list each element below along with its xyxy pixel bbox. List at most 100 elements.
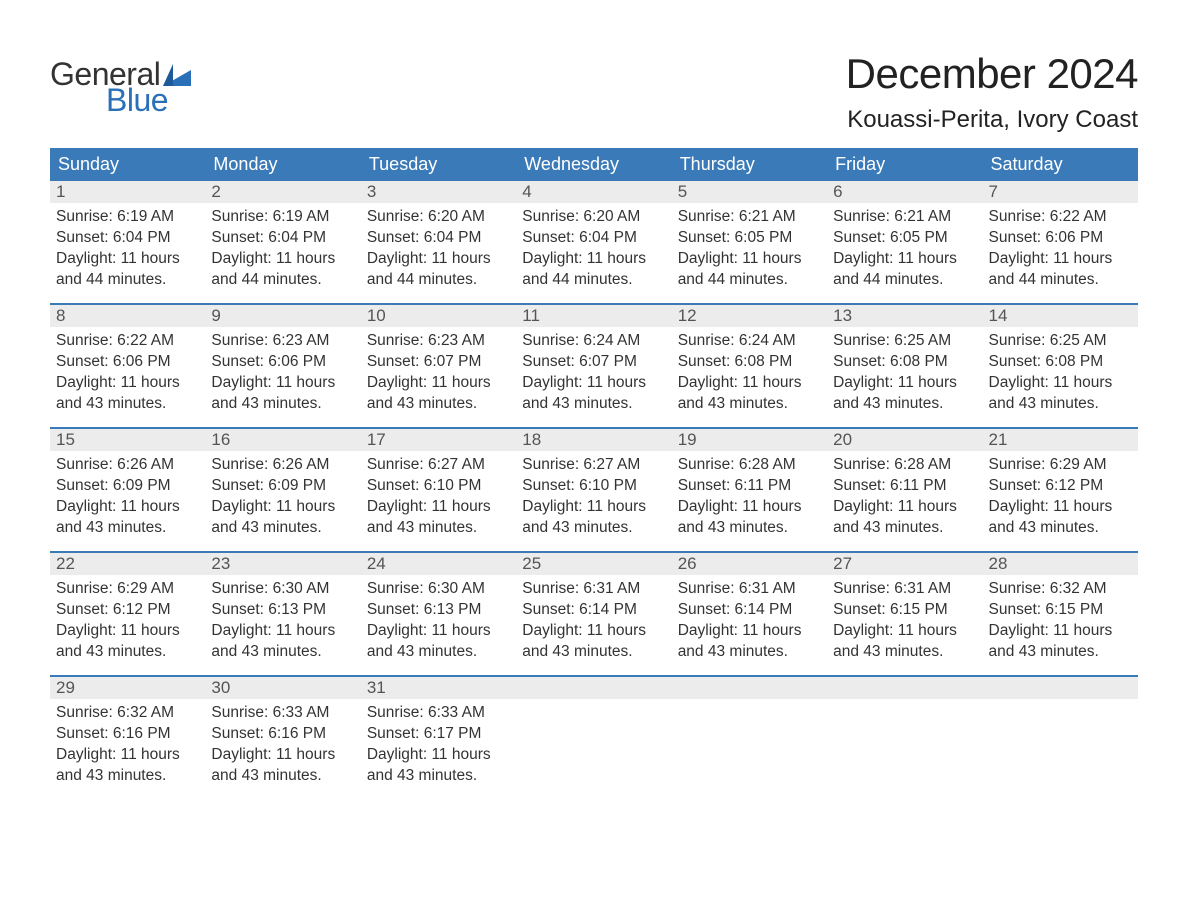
- calendar-header-cell: Wednesday: [516, 148, 671, 181]
- daylight-line: Daylight: 11 hours and 44 minutes.: [678, 249, 821, 291]
- day-number: 29: [50, 677, 205, 699]
- sunset-line: Sunset: 6:11 PM: [678, 476, 821, 497]
- day-number: 18: [516, 429, 671, 451]
- sunrise-line: Sunrise: 6:19 AM: [211, 207, 354, 228]
- day-number: 25: [516, 553, 671, 575]
- calendar-day-cell: 25 Sunrise: 6:31 AMSunset: 6:14 PMDayligh…: [516, 553, 671, 675]
- calendar-day-cell: 17Sunrise: 6:27 AMSunset: 6:10 PMDayligh…: [361, 429, 516, 551]
- daylight-line: Daylight: 11 hours and 44 minutes.: [522, 249, 665, 291]
- day-number: 30: [205, 677, 360, 699]
- day-body: Sunrise: 6:32 AMSunset: 6:15 PMDaylight:…: [983, 579, 1138, 663]
- daylight-line: Daylight: 11 hours and 43 minutes.: [522, 621, 665, 663]
- day-number: 26: [672, 553, 827, 575]
- sunrise-line: Sunrise: 6:27 AM: [367, 455, 510, 476]
- day-number: 5: [672, 181, 827, 203]
- sunrise-line: Sunrise: 6:31 AM: [522, 579, 665, 600]
- daylight-line: Daylight: 11 hours and 43 minutes.: [367, 373, 510, 415]
- location-subtitle: Kouassi-Perita, Ivory Coast: [846, 106, 1138, 134]
- daylight-line: Daylight: 11 hours and 43 minutes.: [678, 497, 821, 539]
- sunset-line: Sunset: 6:16 PM: [56, 724, 199, 745]
- calendar-day-cell: 1Sunrise: 6:19 AMSunset: 6:04 PMDaylight…: [50, 181, 205, 303]
- calendar-day-cell: 12Sunrise: 6:24 AMSunset: 6:08 PMDayligh…: [672, 305, 827, 427]
- daylight-line: Daylight: 11 hours and 43 minutes.: [522, 497, 665, 539]
- calendar-day-cell: 21 Sunrise: 6:29 AMSunset: 6:12 PMDayligh…: [983, 429, 1138, 551]
- day-number: 27: [827, 553, 982, 575]
- sunset-line: Sunset: 6:17 PM: [367, 724, 510, 745]
- calendar-day-cell: 27 Sunrise: 6:31 AMSunset: 6:15 PMDayligh…: [827, 553, 982, 675]
- sunset-line: Sunset: 6:15 PM: [989, 600, 1132, 621]
- sunset-line: Sunset: 6:15 PM: [833, 600, 976, 621]
- calendar-day-cell: 9Sunrise: 6:23 AMSunset: 6:06 PMDaylight…: [205, 305, 360, 427]
- calendar-day-cell: .: [827, 677, 982, 799]
- daylight-line: Daylight: 11 hours and 43 minutes.: [989, 373, 1132, 415]
- page-title: December 2024: [846, 50, 1138, 98]
- daylight-line: Daylight: 11 hours and 43 minutes.: [211, 621, 354, 663]
- calendar-day-cell: 5Sunrise: 6:21 AMSunset: 6:05 PMDaylight…: [672, 181, 827, 303]
- daylight-line: Daylight: 11 hours and 44 minutes.: [367, 249, 510, 291]
- day-number: 8: [50, 305, 205, 327]
- sunrise-line: Sunrise: 6:32 AM: [989, 579, 1132, 600]
- day-body: Sunrise: 6:24 AMSunset: 6:07 PMDaylight:…: [516, 331, 671, 415]
- day-number: 10: [361, 305, 516, 327]
- calendar-day-cell: 28 Sunrise: 6:32 AMSunset: 6:15 PMDayligh…: [983, 553, 1138, 675]
- calendar-week-row: 22Sunrise: 6:29 AMSunset: 6:12 PMDayligh…: [50, 551, 1138, 675]
- day-body: Sunrise: 6:31 AMSunset: 6:15 PMDaylight:…: [827, 579, 982, 663]
- logo-word-blue: Blue: [106, 84, 191, 116]
- daylight-line: Daylight: 11 hours and 43 minutes.: [833, 373, 976, 415]
- calendar-day-cell: 16Sunrise: 6:26 AMSunset: 6:09 PMDayligh…: [205, 429, 360, 551]
- day-body: Sunrise: 6:28 AMSunset: 6:11 PMDaylight:…: [827, 455, 982, 539]
- day-body: Sunrise: 6:22 AMSunset: 6:06 PMDaylight:…: [50, 331, 205, 415]
- day-body: Sunrise: 6:19 AMSunset: 6:04 PMDaylight:…: [205, 207, 360, 291]
- calendar-day-cell: 3Sunrise: 6:20 AMSunset: 6:04 PMDaylight…: [361, 181, 516, 303]
- day-body: Sunrise: 6:31 AMSunset: 6:14 PMDaylight:…: [672, 579, 827, 663]
- day-body: Sunrise: 6:25 AMSunset: 6:08 PMDaylight:…: [983, 331, 1138, 415]
- daylight-line: Daylight: 11 hours and 43 minutes.: [989, 621, 1132, 663]
- sunset-line: Sunset: 6:08 PM: [989, 352, 1132, 373]
- day-body: Sunrise: 6:29 AMSunset: 6:12 PMDaylight:…: [983, 455, 1138, 539]
- calendar-day-cell: 11 Sunrise: 6:24 AMSunset: 6:07 PMDayligh…: [516, 305, 671, 427]
- daylight-line: Daylight: 11 hours and 43 minutes.: [367, 621, 510, 663]
- day-number: 12: [672, 305, 827, 327]
- sunrise-line: Sunrise: 6:21 AM: [678, 207, 821, 228]
- sunrise-line: Sunrise: 6:25 AM: [989, 331, 1132, 352]
- calendar-day-cell: 19Sunrise: 6:28 AMSunset: 6:11 PMDayligh…: [672, 429, 827, 551]
- sunset-line: Sunset: 6:12 PM: [989, 476, 1132, 497]
- sunset-line: Sunset: 6:08 PM: [678, 352, 821, 373]
- day-number: 28: [983, 553, 1138, 575]
- day-body: Sunrise: 6:22 AMSunset: 6:06 PMDaylight:…: [983, 207, 1138, 291]
- day-number: 1: [50, 181, 205, 203]
- logo: General Blue: [50, 50, 191, 116]
- daylight-line: Daylight: 11 hours and 43 minutes.: [211, 497, 354, 539]
- sunrise-line: Sunrise: 6:24 AM: [522, 331, 665, 352]
- day-number: 24: [361, 553, 516, 575]
- calendar-header-cell: Sunday: [50, 148, 205, 181]
- daylight-line: Daylight: 11 hours and 43 minutes.: [833, 497, 976, 539]
- day-body: Sunrise: 6:21 AMSunset: 6:05 PMDaylight:…: [827, 207, 982, 291]
- day-body: Sunrise: 6:32 AMSunset: 6:16 PMDaylight:…: [50, 703, 205, 787]
- sunrise-line: Sunrise: 6:31 AM: [678, 579, 821, 600]
- calendar-header-cell: Monday: [205, 148, 360, 181]
- day-number: 20: [827, 429, 982, 451]
- sunset-line: Sunset: 6:05 PM: [833, 228, 976, 249]
- day-number: .: [516, 677, 671, 699]
- calendar-day-cell: 20 Sunrise: 6:28 AMSunset: 6:11 PMDayligh…: [827, 429, 982, 551]
- day-number: 21: [983, 429, 1138, 451]
- calendar-day-cell: 18Sunrise: 6:27 AMSunset: 6:10 PMDayligh…: [516, 429, 671, 551]
- sunset-line: Sunset: 6:04 PM: [56, 228, 199, 249]
- sunset-line: Sunset: 6:14 PM: [522, 600, 665, 621]
- sunset-line: Sunset: 6:13 PM: [367, 600, 510, 621]
- calendar-week-row: 29 Sunrise: 6:32 AMSunset: 6:16 PMDayligh…: [50, 675, 1138, 799]
- day-number: .: [827, 677, 982, 699]
- day-body: Sunrise: 6:25 AMSunset: 6:08 PMDaylight:…: [827, 331, 982, 415]
- day-number: 23: [205, 553, 360, 575]
- daylight-line: Daylight: 11 hours and 43 minutes.: [833, 621, 976, 663]
- day-body: Sunrise: 6:26 AMSunset: 6:09 PMDaylight:…: [50, 455, 205, 539]
- daylight-line: Daylight: 11 hours and 43 minutes.: [211, 745, 354, 787]
- day-body: Sunrise: 6:20 AMSunset: 6:04 PMDaylight:…: [361, 207, 516, 291]
- day-number: 11: [516, 305, 671, 327]
- day-body: Sunrise: 6:23 AMSunset: 6:06 PMDaylight:…: [205, 331, 360, 415]
- sunset-line: Sunset: 6:13 PM: [211, 600, 354, 621]
- calendar-week-row: 15Sunrise: 6:26 AMSunset: 6:09 PMDayligh…: [50, 427, 1138, 551]
- day-number: 17: [361, 429, 516, 451]
- daylight-line: Daylight: 11 hours and 43 minutes.: [56, 497, 199, 539]
